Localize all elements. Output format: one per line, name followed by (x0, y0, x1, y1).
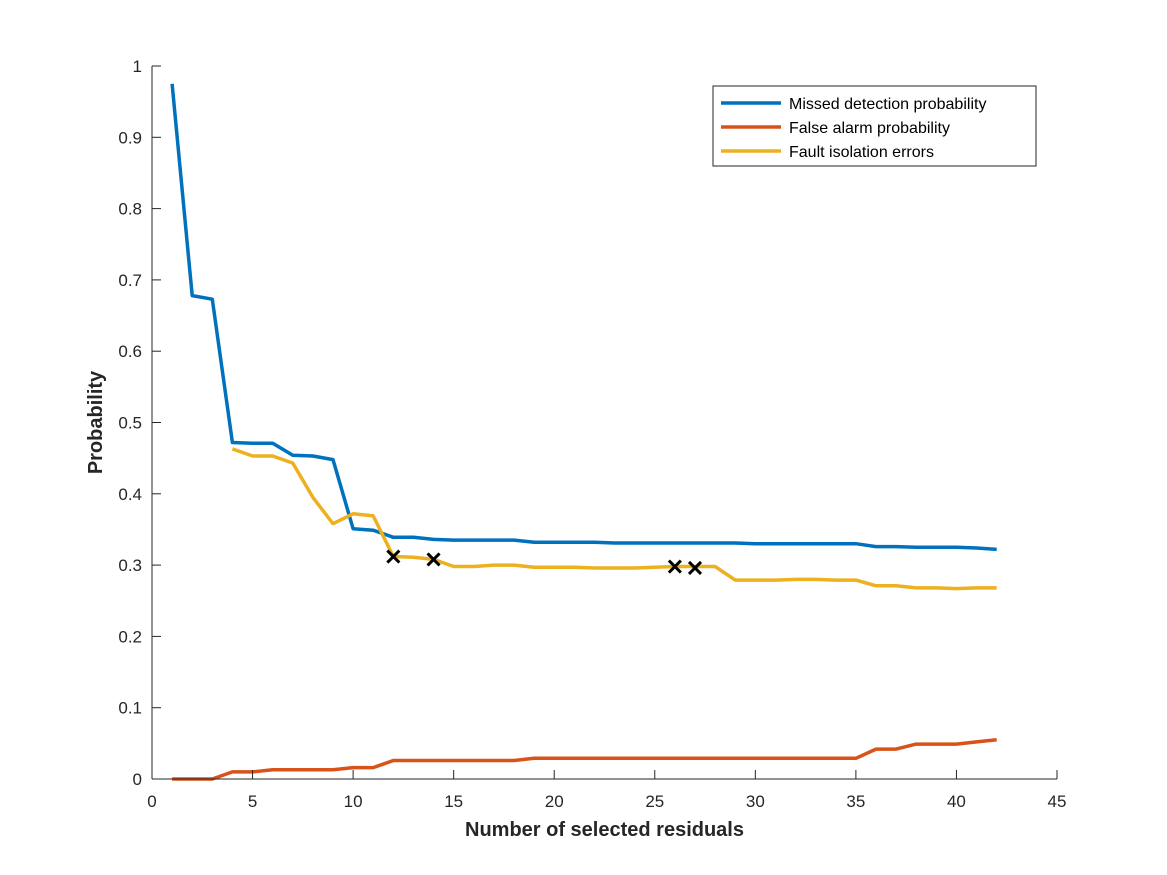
y-tick-label: 0.2 (118, 627, 142, 646)
x-tick-label: 40 (947, 792, 966, 811)
y-tick-label: 0.6 (118, 342, 142, 361)
series-line-3 (231, 447, 997, 591)
x-marker (687, 560, 703, 576)
y-tick-label: 1 (133, 57, 142, 76)
y-tick-label: 0.8 (118, 200, 142, 219)
y-tick-label: 0.9 (118, 128, 142, 147)
y-tick-label: 0.3 (118, 556, 142, 575)
x-marker (667, 559, 682, 574)
x-tick-label: 45 (1048, 792, 1067, 811)
x-marker (426, 552, 441, 567)
x-marker-stroke (426, 552, 441, 567)
x-marker-stroke (687, 560, 703, 576)
x-tick-label: 20 (545, 792, 564, 811)
y-tick-label: 0.4 (118, 485, 142, 504)
x-tick-label: 0 (147, 792, 156, 811)
x-marker-stroke (667, 559, 682, 574)
x-tick-label: 25 (645, 792, 664, 811)
y-tick-label: 0.1 (118, 699, 142, 718)
x-marker (386, 549, 401, 564)
legend-label-1: Missed detection probability (789, 96, 986, 113)
x-tick-label: 10 (344, 792, 363, 811)
y-tick-label: 0 (133, 770, 142, 789)
legend-label-2: False alarm probability (789, 120, 950, 137)
x-tick-label: 30 (746, 792, 765, 811)
y-tick-label: 0.7 (118, 271, 142, 290)
y-axis-title: Probability (85, 370, 107, 474)
y-tick-label: 0.5 (118, 414, 142, 433)
x-tick-label: 15 (444, 792, 463, 811)
legend: Missed detection probability False alarm … (712, 85, 1037, 167)
x-tick-label: 35 (846, 792, 865, 811)
plot-area (170, 83, 997, 781)
x-marker-stroke (386, 549, 401, 564)
x-axis-title: Number of selected residuals (465, 819, 744, 841)
x-tick-label: 5 (248, 792, 257, 811)
series-line-1 (170, 83, 997, 552)
axes: 0 5 10 15 20 25 30 35 40 45 0 0.1 0.2 0.3 0.4 0.5 0.6 0.7… (118, 57, 1066, 811)
series-line-2 (172, 738, 997, 781)
legend-label-3: Fault isolation errors (789, 144, 934, 161)
